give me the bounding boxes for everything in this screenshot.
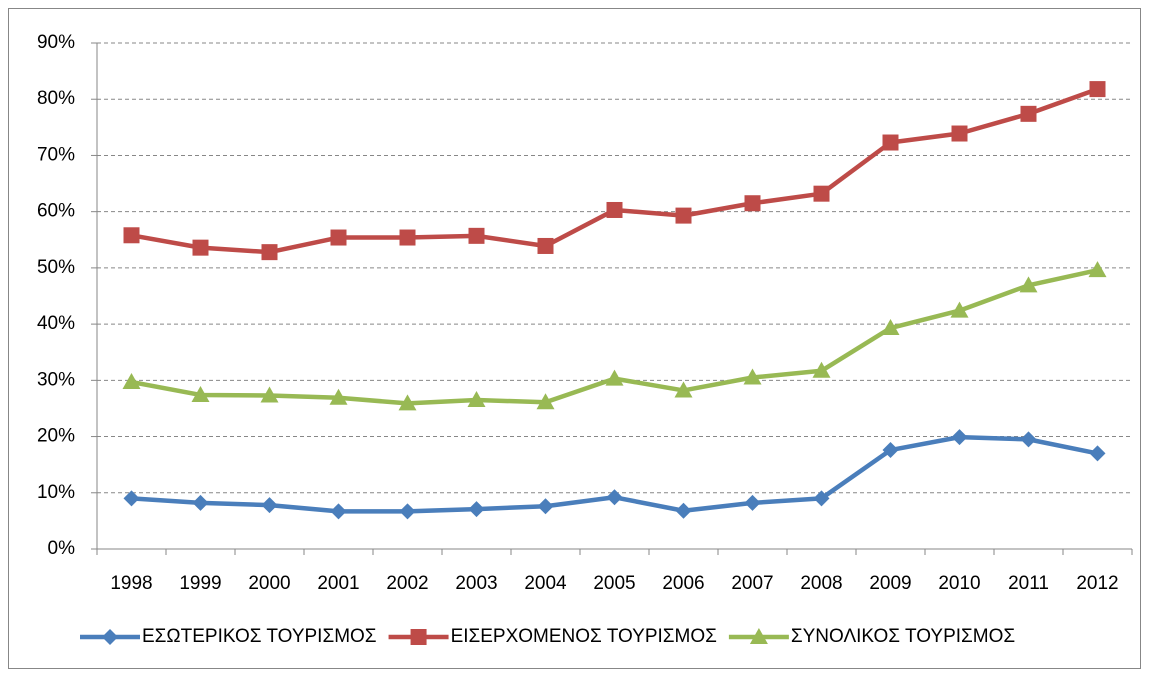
marker [192,239,209,256]
y-tick-label: 60% [37,201,75,222]
marker [1020,431,1037,448]
marker [123,490,140,507]
x-tick-label: 2011 [1008,573,1049,594]
marker [468,227,485,244]
legend-label: ΣΥΝΟΛΙΚΟΣ ΤΟΥΡΙΣΜΟΣ [791,626,1015,647]
marker [1020,105,1037,122]
x-tick-label: 1998 [110,573,152,594]
x-tick-label: 2004 [524,573,567,594]
marker [951,125,968,142]
y-tick-label: 70% [37,144,75,165]
x-tick-label: 2001 [317,573,359,594]
y-tick-label: 90% [37,32,75,53]
marker [537,498,554,515]
legend-item: ΕΣΩΤΕΡΙΚΟΣ ΤΟΥΡΙΣΜΟΣ [80,626,377,647]
x-tick-label: 2003 [455,573,497,594]
legend-label: ΕΙΣΕΡΧΟΜΕΝΟΣ ΤΟΥΡΙΣΜΟΣ [451,626,717,647]
legend-label: ΕΣΩΤΕΡΙΚΟΣ ΤΟΥΡΙΣΜΟΣ [142,626,377,647]
x-tick-label: 2012 [1076,573,1118,594]
marker [606,489,623,506]
x-tick-label: 2009 [869,573,911,594]
marker [882,134,899,151]
marker [536,393,555,410]
y-tick-label: 10% [37,482,75,503]
x-tick-label: 1999 [179,573,221,594]
marker [330,229,347,246]
y-tick-label: 20% [37,426,75,447]
y-tick-label: 50% [37,257,75,278]
marker [674,381,693,398]
marker [675,502,692,519]
marker [951,429,968,446]
marker [399,229,416,246]
marker [260,386,279,403]
marker [950,301,969,318]
y-tick-label: 30% [37,369,75,390]
y-tick-label: 0% [48,538,76,559]
legend-item: ΕΙΣΕΡΧΟΜΕΝΟΣ ΤΟΥΡΙΣΜΟΣ [388,626,717,647]
x-tick-label: 2008 [800,573,842,594]
marker [329,388,348,405]
x-tick-label: 2000 [248,573,290,594]
marker [191,385,210,402]
marker [882,442,899,459]
marker [192,494,209,511]
marker [813,185,830,202]
marker [813,490,830,507]
marker [261,244,278,261]
marker [881,319,900,336]
marker [1089,445,1106,462]
marker [812,361,831,378]
marker [675,207,692,224]
marker [743,368,762,385]
marker [261,497,278,514]
x-tick-label: 2007 [731,573,773,594]
chart-frame [8,8,1141,669]
marker [123,227,140,244]
marker [330,503,347,520]
marker [398,394,417,411]
marker [744,195,761,212]
y-tick-label: 40% [37,313,75,334]
marker [606,201,623,218]
marker [399,503,416,520]
marker [122,373,141,390]
marker [467,391,486,408]
x-tick-label: 2010 [938,573,980,594]
marker [605,369,624,386]
marker [744,494,761,511]
x-tick-label: 2005 [593,573,635,594]
legend-item: ΣΥΝΟΛΙΚΟΣ ΤΟΥΡΙΣΜΟΣ [728,626,1015,647]
marker [1019,276,1038,293]
legend-marker [410,629,427,645]
marker [1089,81,1106,98]
x-tick-label: 2006 [662,573,704,594]
marker [468,501,485,518]
y-tick-label: 80% [37,88,75,109]
legend-marker [102,629,118,645]
x-tick-label: 2002 [386,573,428,594]
legend-marker [749,628,768,644]
marker [1088,261,1107,278]
marker [537,237,554,254]
